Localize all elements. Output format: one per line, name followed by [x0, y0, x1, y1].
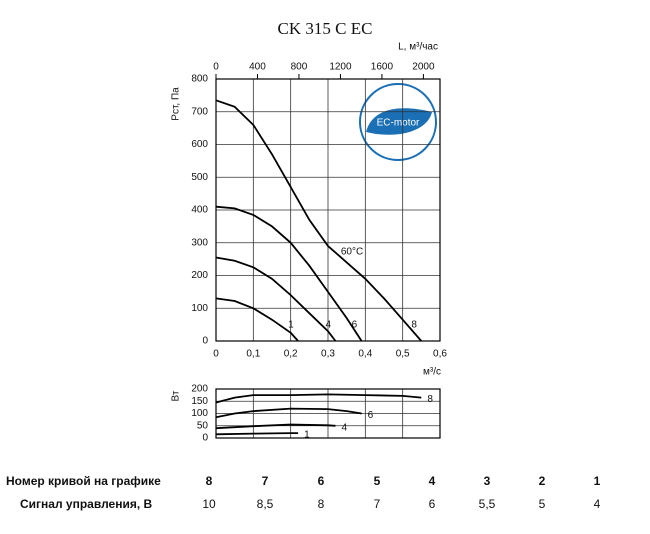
series-label: 8 [427, 394, 433, 405]
y-tick-label: 700 [191, 106, 208, 117]
y-tick-label: 200 [191, 384, 208, 395]
x2-tick-label: 1200 [329, 62, 352, 73]
series-label: 1 [304, 430, 310, 441]
badge: EC-motor [359, 83, 437, 161]
y-tick-label: 400 [191, 205, 208, 216]
row-header: Сигнал управления, В [20, 497, 152, 511]
table-cell: 10 [202, 497, 216, 511]
series-line [215, 393, 422, 404]
series-line [215, 256, 337, 342]
x2-tick-label: 1600 [371, 62, 394, 73]
x-axis-label: м³/с [423, 367, 441, 378]
table-cell: 7 [262, 474, 269, 488]
y-tick-label: 600 [191, 139, 208, 150]
y-tick-label: 100 [191, 408, 208, 419]
table-cell: 1 [594, 474, 601, 488]
badge-text: EC-motor [377, 118, 420, 129]
x2-tick-label: 0 [213, 62, 219, 73]
table-cell: 6 [429, 497, 436, 511]
x2-axis-label: L, м³/час [398, 42, 438, 53]
y-axis-label: Вт [171, 390, 182, 401]
y-tick-label: 100 [191, 303, 208, 314]
y-tick-label: 0 [202, 336, 208, 347]
table-cell: 5 [539, 497, 546, 511]
x-tick-label: 0,3 [321, 349, 335, 360]
badge-leaf [366, 108, 432, 135]
table-cell: 5 [374, 474, 381, 488]
y-tick-label: 200 [191, 270, 208, 281]
table-cell: 4 [429, 474, 436, 488]
series-line [215, 432, 299, 436]
series-line [215, 99, 422, 342]
series-line [215, 407, 362, 419]
series-label: 8 [411, 320, 417, 331]
y-tick-label: 150 [191, 396, 208, 407]
series-label: 6 [352, 320, 358, 331]
series-line [215, 423, 336, 430]
x-tick-label: 0,6 [433, 349, 447, 360]
y-tick-label: 0 [202, 433, 208, 444]
series-label: 4 [341, 422, 347, 433]
y-tick-label: 300 [191, 237, 208, 248]
table-cell: 2 [539, 474, 546, 488]
plot-frame [215, 388, 441, 439]
series-label: 1 [288, 320, 294, 331]
series-line [215, 205, 363, 342]
x2-tick-label: 800 [291, 62, 308, 73]
table-cell: 6 [318, 474, 325, 488]
table-cell: 3 [484, 474, 491, 488]
table-cell: 4 [594, 497, 601, 511]
plot: 0 0,1 0,2 0,3 0,4 0,5 0,60 400 800 1200 1600 200001… [191, 62, 447, 360]
row-header: Номер кривой на графике [6, 474, 161, 488]
series-line [215, 297, 299, 342]
y-tick-label: 50 [197, 420, 209, 431]
series-label: 6 [368, 410, 374, 421]
x2-tick-label: 2000 [412, 62, 435, 73]
series-label: 4 [325, 320, 331, 331]
chart-title: CK 315 C EC [278, 19, 373, 38]
annotation: 60°C [341, 247, 363, 258]
x2-tick-label: 400 [249, 62, 266, 73]
x-tick-label: 0 [213, 349, 219, 360]
y-tick-label: 500 [191, 172, 208, 183]
x-tick-label: 0,1 [246, 349, 260, 360]
table-cell: 7 [374, 497, 381, 511]
table-cell: 8 [318, 497, 325, 511]
table-cell: 8,5 [257, 497, 274, 511]
y-tick-label: 800 [191, 74, 208, 85]
x-tick-label: 0,5 [396, 349, 410, 360]
table-cell: 5,5 [479, 497, 496, 511]
plot-frame [215, 78, 441, 342]
y-axis-label: Pст, Па [171, 87, 182, 121]
table-cell: 8 [206, 474, 213, 488]
x-tick-label: 0,2 [284, 349, 298, 360]
x-tick-label: 0,4 [358, 349, 372, 360]
